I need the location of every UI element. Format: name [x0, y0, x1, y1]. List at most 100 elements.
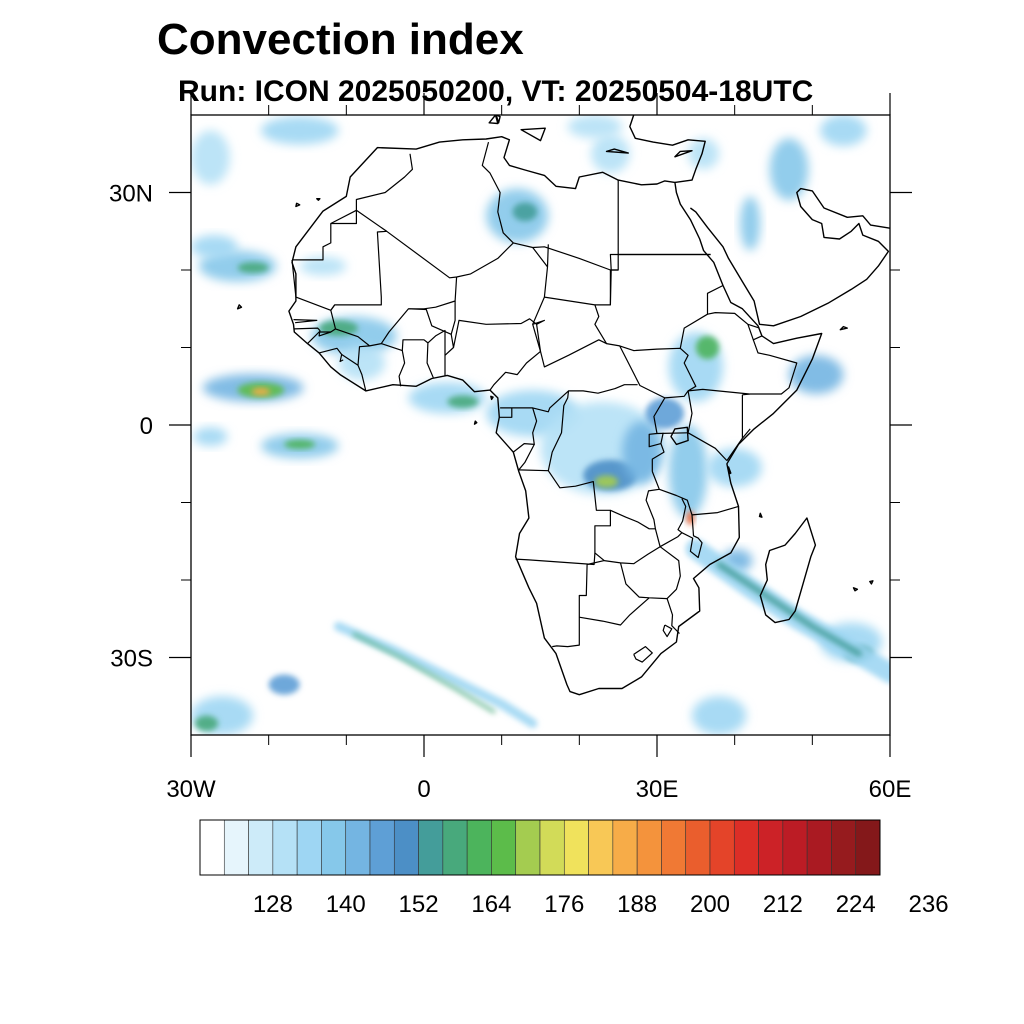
country-border — [293, 319, 318, 324]
colorbar-swatch — [321, 819, 347, 876]
island-outline — [495, 115, 501, 124]
country-border — [515, 552, 596, 566]
island-outline — [473, 420, 478, 425]
colorbar-frame — [199, 819, 881, 876]
country-border — [518, 444, 535, 471]
convection-cell — [194, 715, 219, 732]
colorbar-swatch — [588, 819, 614, 876]
convection-cell — [338, 345, 386, 381]
country-border — [619, 345, 750, 399]
colorbar-swatch — [296, 819, 322, 876]
country-border — [666, 598, 680, 634]
colorbar-label: 176 — [544, 891, 584, 918]
country-border — [292, 209, 357, 261]
country-border — [532, 247, 549, 325]
madagascar-coastline — [759, 517, 817, 624]
colorbar-label: 236 — [909, 891, 949, 918]
country-border — [742, 339, 798, 396]
colorbar-label: 140 — [326, 891, 366, 918]
country-border — [654, 528, 661, 547]
country-border — [381, 343, 406, 387]
convection-cell — [668, 425, 708, 518]
convection-cell — [688, 138, 720, 170]
island-outline — [236, 304, 243, 310]
convection-cell — [284, 439, 316, 450]
colorbar-swatch — [806, 819, 832, 876]
colorbar-swatch — [199, 819, 225, 876]
convection-cell — [191, 130, 230, 185]
country-border — [579, 597, 650, 626]
country-border — [512, 407, 538, 453]
arabia-coastline — [689, 187, 890, 327]
convection-cell — [191, 235, 238, 259]
lake-outline — [670, 426, 689, 446]
country-border — [633, 645, 653, 663]
convection-band — [352, 632, 496, 714]
island-outline — [869, 580, 874, 585]
colorbar-swatch — [636, 819, 662, 876]
colorbar-swatch — [393, 819, 419, 876]
country-border — [444, 334, 455, 377]
island-outline — [758, 512, 763, 518]
country-border — [330, 276, 458, 347]
country-border — [427, 329, 446, 356]
colorbar-swatch — [369, 819, 395, 876]
colorbar-label: 224 — [836, 891, 876, 918]
convection-cell — [268, 674, 300, 695]
convection-field — [191, 115, 890, 735]
country-border — [499, 407, 513, 418]
colorbar-label: 164 — [471, 891, 511, 918]
island-outline — [605, 148, 629, 154]
country-border — [691, 505, 739, 516]
convection-cell — [251, 387, 271, 396]
convection-cell — [567, 115, 623, 139]
colorbar-label: 212 — [763, 891, 803, 918]
island-outline — [852, 587, 859, 592]
country-border — [546, 244, 549, 267]
convection-cell — [645, 397, 685, 429]
country-border — [532, 319, 546, 352]
x-tick-label: 60E — [869, 776, 912, 803]
colorbar-swatch — [709, 819, 735, 876]
colorbar-swatch — [612, 819, 638, 876]
country-border — [513, 180, 619, 271]
colorbar-swatch — [855, 819, 881, 876]
x-tick-label: 30E — [636, 776, 679, 803]
africa-coastline — [288, 135, 823, 696]
colorbar-label: 200 — [690, 891, 730, 918]
colorbar-swatch — [442, 819, 468, 876]
country-border — [341, 353, 367, 392]
colorbar-swatch — [782, 819, 808, 876]
y-tick-label: 30N — [109, 181, 153, 208]
island-outline — [674, 149, 693, 158]
country-border — [291, 230, 387, 311]
island-outline — [295, 202, 301, 208]
country-border — [609, 253, 711, 305]
country-border — [660, 432, 664, 444]
colorbar-label: 188 — [617, 891, 657, 918]
convection-cell — [622, 421, 661, 484]
convection-cell — [691, 696, 747, 735]
chart-title: Convection index — [157, 15, 524, 64]
y-tick-label: 0 — [140, 413, 153, 440]
convection-cell — [769, 138, 809, 201]
colorbar-swatch — [515, 819, 541, 876]
country-border — [707, 312, 760, 329]
colorbar-swatch — [831, 819, 857, 876]
chart-subtitle: Run: ICON 2025050200, VT: 20250504-18UTC — [178, 75, 813, 108]
convection-cell — [820, 115, 867, 146]
colorbar-swatch — [248, 819, 274, 876]
island-outline — [839, 325, 848, 331]
convection-cell — [193, 427, 228, 446]
country-border — [408, 301, 456, 335]
convection-cell — [447, 395, 479, 408]
island-outline — [316, 197, 321, 202]
island-outline — [488, 115, 499, 125]
country-border — [662, 624, 673, 638]
colorbar-swatch — [223, 819, 249, 876]
convection-band — [715, 561, 863, 657]
x-tick-label: 30W — [166, 776, 216, 803]
colorbar-swatch — [539, 819, 565, 876]
colorbar-label: 152 — [399, 891, 439, 918]
